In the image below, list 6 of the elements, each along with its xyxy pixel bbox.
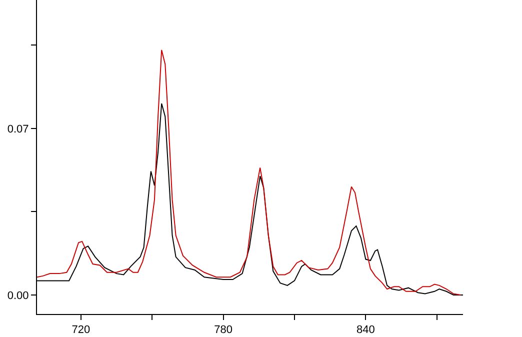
line-series — [37, 49, 462, 296]
x-tick-label: 780 — [214, 324, 232, 336]
y-tick-label: 0.00 — [7, 290, 29, 302]
x-tick-label: 840 — [356, 324, 375, 336]
y-tick-label: 0.07 — [7, 123, 29, 136]
x-tick-label: 720 — [72, 324, 90, 336]
